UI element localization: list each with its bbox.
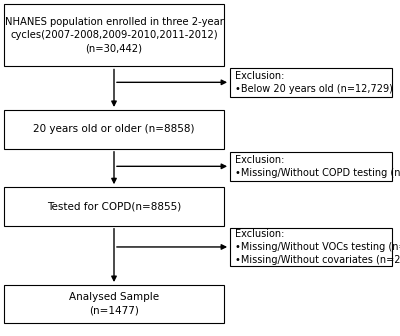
Text: Exclusion:
•Below 20 years old (n=12,729): Exclusion: •Below 20 years old (n=12,729… <box>235 71 393 94</box>
FancyBboxPatch shape <box>230 152 392 181</box>
Text: Analysed Sample
(n=1477): Analysed Sample (n=1477) <box>69 292 159 316</box>
FancyBboxPatch shape <box>4 285 224 323</box>
FancyBboxPatch shape <box>230 68 392 97</box>
FancyBboxPatch shape <box>4 110 224 149</box>
FancyBboxPatch shape <box>4 187 224 226</box>
Text: NHANES population enrolled in three 2-year
cycles(2007-2008,2009-2010,2011-2012): NHANES population enrolled in three 2-ye… <box>4 17 224 53</box>
FancyBboxPatch shape <box>4 4 224 67</box>
FancyBboxPatch shape <box>230 228 392 266</box>
Text: Tested for COPD(n=8855): Tested for COPD(n=8855) <box>47 202 181 212</box>
Text: 20 years old or older (n=8858): 20 years old or older (n=8858) <box>33 124 195 134</box>
Text: Exclusion:
•Missing/Without COPD testing (n=3): Exclusion: •Missing/Without COPD testing… <box>235 155 400 178</box>
Text: Exclusion:
•Missing/Without VOCs testing (n=7168)
•Missing/Without covariates (n: Exclusion: •Missing/Without VOCs testing… <box>235 229 400 265</box>
